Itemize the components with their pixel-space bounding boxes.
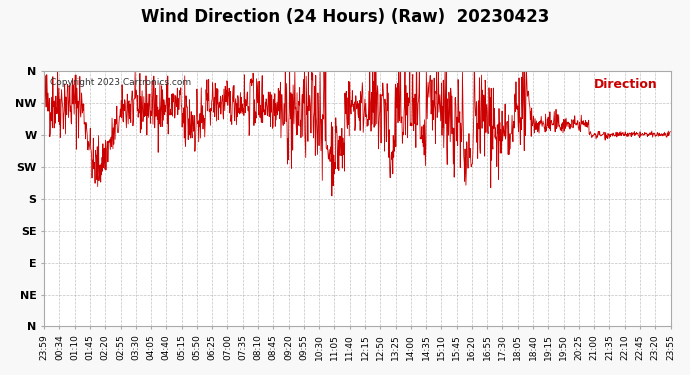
Text: Direction: Direction bbox=[594, 78, 658, 92]
Text: Copyright 2023 Cartronics.com: Copyright 2023 Cartronics.com bbox=[50, 78, 192, 87]
Text: Wind Direction (24 Hours) (Raw)  20230423: Wind Direction (24 Hours) (Raw) 20230423 bbox=[141, 8, 549, 26]
